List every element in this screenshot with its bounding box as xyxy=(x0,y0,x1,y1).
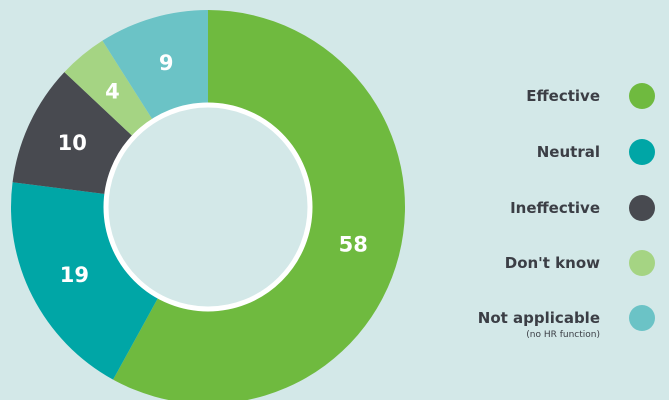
legend-label-neutral: Neutral xyxy=(537,143,600,161)
slice-label-not-applicable: 9 xyxy=(159,51,174,75)
legend-swatch-don-t-know xyxy=(629,250,655,276)
legend-swatch-effective xyxy=(629,83,655,109)
slice-label-neutral: 19 xyxy=(60,263,89,287)
legend-label-not-applicable: Not applicable xyxy=(478,309,600,327)
slice-ineffective xyxy=(12,72,134,195)
legend-swatch-neutral xyxy=(629,139,655,165)
donut-slices xyxy=(10,10,405,400)
slice-label-effective: 58 xyxy=(339,232,368,256)
slice-don-t-know xyxy=(64,40,154,138)
slice-not-applicable xyxy=(102,10,208,121)
legend-label-effective: Effective xyxy=(526,87,600,105)
legend: Effective Neutral Ineffective Don't know Not… xyxy=(478,83,655,340)
slice-label-don-t-know: 4 xyxy=(105,79,120,103)
slice-labels: 58 19 10 4 9 xyxy=(58,51,368,287)
legend-note-not-applicable: (no HR function) xyxy=(526,330,600,340)
legend-label-ineffective: Ineffective xyxy=(510,199,600,217)
legend-swatch-ineffective xyxy=(629,195,655,221)
slice-neutral xyxy=(10,182,159,380)
legend-swatch-not-applicable xyxy=(629,305,655,331)
donut-hole-ring xyxy=(103,102,313,312)
slice-label-ineffective: 10 xyxy=(58,131,87,155)
slice-effective xyxy=(113,10,405,400)
legend-label-don-t-know: Don't know xyxy=(505,254,600,272)
